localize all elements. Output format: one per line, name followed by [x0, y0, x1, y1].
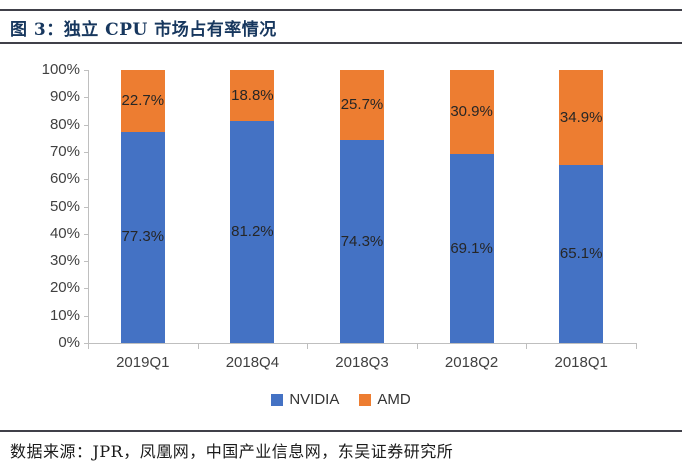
bar-segment-label: 81.2% [231, 223, 274, 241]
bar-segment-label: 22.7% [121, 91, 165, 109]
x-axis-line [84, 343, 636, 344]
bar-segment-nvidia [120, 131, 165, 343]
bar-segment-nvidia [559, 165, 604, 343]
y-axis-tick-label: 0% [58, 334, 80, 351]
y-axis-tick-mark [84, 288, 88, 290]
y-axis-tick-mark [84, 343, 88, 344]
figure-title: 图 3：独立 CPU 市场占有率情况 [10, 20, 277, 40]
x-axis-category-label: 2018Q1 [554, 354, 608, 371]
bar-segment-amd [559, 70, 604, 166]
x-axis-category-label: 2018Q2 [444, 354, 499, 371]
bar-segment-amd [120, 70, 165, 132]
y-axis-tick-label: 70% [49, 142, 80, 160]
y-axis-tick-mark [84, 206, 88, 208]
bar-segment-nvidia [230, 121, 275, 343]
y-axis-tick-mark [84, 151, 88, 153]
x-axis-tick-mark [526, 343, 528, 349]
y-axis-tick-label: 20% [49, 279, 80, 297]
bar-segment-label: 18.8% [231, 86, 274, 104]
x-axis-tick-mark [416, 343, 418, 349]
y-axis-tick-label: 10% [49, 306, 80, 324]
x-axis-tick-mark [88, 343, 89, 349]
legend-swatch-icon [359, 393, 372, 406]
data-source-note: 数据来源：JPR，凤凰网，中国产业信息网，东吴证券研究所 [10, 442, 454, 461]
y-axis-tick-mark [84, 97, 88, 99]
bar-segment-amd [340, 70, 384, 141]
bar-segment-label: 25.7% [340, 96, 384, 114]
y-axis-tick-mark [84, 233, 88, 235]
y-axis-tick-label: 90% [49, 88, 80, 106]
bar-segment-label: 69.1% [450, 239, 493, 257]
bar-segment-amd [230, 70, 275, 122]
y-axis-tick-mark [84, 124, 88, 126]
y-axis-tick-label: 60% [49, 170, 80, 188]
legend-swatch-icon [271, 393, 284, 406]
y-axis-line [88, 70, 89, 343]
x-axis-tick-mark [307, 343, 309, 349]
bar-segment-label: 34.9% [559, 108, 603, 126]
x-axis-category-label: 2018Q3 [335, 354, 389, 371]
legend-item-nvidia: NVIDIA [271, 391, 339, 408]
y-axis-tick-label: 50% [49, 197, 80, 215]
legend-item-amd: AMD [359, 391, 411, 408]
title-bottom-rule [0, 42, 682, 44]
y-axis-tick-mark [84, 315, 88, 317]
x-axis-tick-mark [636, 343, 637, 349]
bar-segment-label: 77.3% [121, 228, 165, 246]
y-axis-tick-mark [84, 261, 88, 263]
y-axis-tick-label: 80% [49, 115, 80, 133]
legend-label: AMD [377, 391, 411, 408]
x-axis-category-label: 2018Q4 [225, 354, 280, 371]
x-axis-category-label: 2019Q1 [116, 354, 170, 371]
y-axis-tick-label: 100% [41, 61, 80, 78]
y-axis-tick-mark [84, 179, 88, 181]
bar-segment-label: 74.3% [340, 232, 384, 250]
bar-segment-nvidia [449, 154, 494, 343]
y-axis-tick-label: 40% [49, 224, 80, 242]
y-axis-tick-label: 30% [49, 252, 80, 270]
bar-segment-label: 30.9% [450, 103, 493, 121]
bar-segment-amd [449, 70, 494, 155]
y-axis-tick-mark [84, 70, 88, 71]
x-axis-tick-mark [197, 343, 199, 349]
legend-label: NVIDIA [289, 391, 340, 408]
chart-legend: NVIDIA AMD [0, 391, 682, 408]
footer-rule [0, 430, 682, 432]
bar-segment-nvidia [340, 140, 384, 343]
bar-segment-label: 65.1% [559, 245, 603, 263]
title-top-rule [0, 9, 682, 11]
